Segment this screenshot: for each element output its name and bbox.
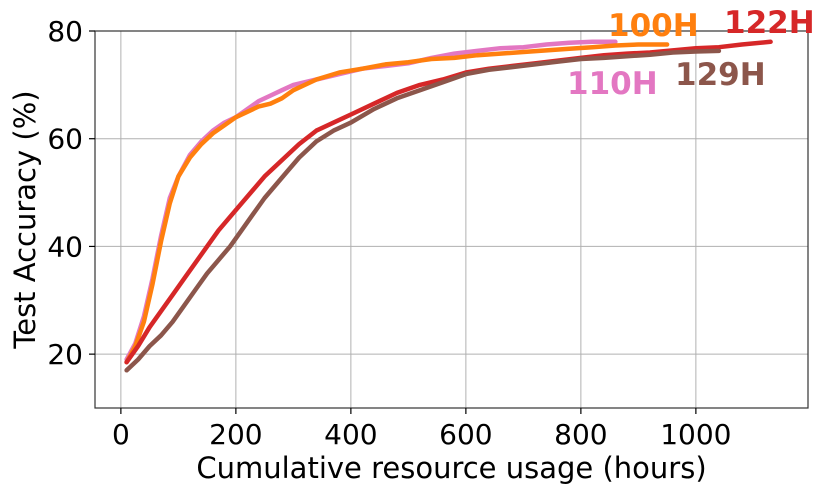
x-tick-label: 400 — [324, 418, 377, 451]
series-line-129h — [124, 48, 722, 373]
series-label-100h: 100H — [608, 8, 699, 44]
y-tick-label: 40 — [47, 230, 83, 263]
series-label-110h: 110H — [567, 66, 658, 102]
x-tick-label: 800 — [554, 418, 607, 451]
series-label-122h: 122H — [724, 5, 815, 41]
x-tick-label: 200 — [209, 418, 262, 451]
x-tick-label: 0 — [112, 418, 130, 451]
y-tick-label: 80 — [47, 15, 83, 48]
y-tick-label: 20 — [47, 338, 83, 371]
x-axis-label: Cumulative resource usage (hours) — [196, 451, 706, 485]
tick-layer: 0 200 400 600 800 1000 20 40 60 80 — [47, 15, 731, 451]
series-layer — [124, 39, 773, 373]
plot-frame — [94, 30, 809, 409]
series-line-122h — [124, 39, 773, 365]
x-tick-label: 600 — [439, 418, 492, 451]
series-label-129h: 129H — [675, 57, 766, 93]
x-tick-label: 1000 — [660, 418, 731, 451]
series-label-layer: 110H 100H 122H 129H — [567, 5, 815, 102]
y-tick-label: 60 — [47, 123, 83, 156]
y-axis-label: Test Accuracy (%) — [8, 90, 42, 349]
series-line-100h — [124, 42, 670, 365]
series-line-110h — [124, 39, 618, 362]
